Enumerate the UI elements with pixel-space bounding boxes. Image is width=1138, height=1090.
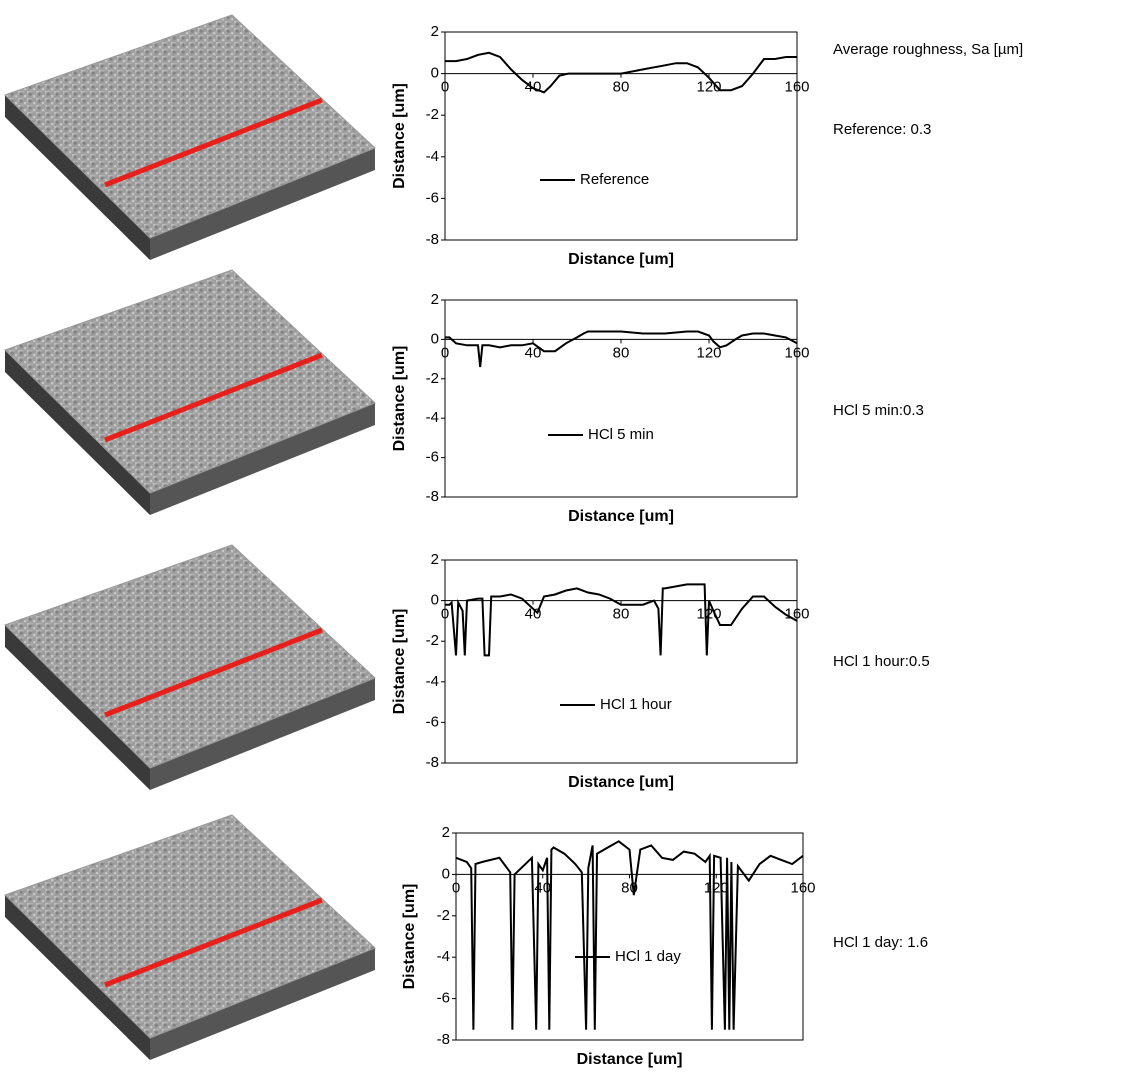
- profile-line: [104, 897, 323, 988]
- plot-frame: [455, 832, 804, 1041]
- x-tick-label: 160: [784, 344, 809, 361]
- x-tick-label: 0: [441, 344, 449, 361]
- y-axis-title: Distance [um]: [401, 884, 418, 990]
- y-tick-label: 0: [442, 865, 450, 882]
- y-axis-title: Distance [um]: [391, 609, 408, 715]
- x-tick-label: 120: [704, 879, 729, 896]
- surface-side: [5, 350, 150, 515]
- legend-label: HCl 5 min: [588, 426, 654, 443]
- x-tick-label: 120: [696, 344, 721, 361]
- surface-side: [150, 403, 375, 515]
- profile-series: [445, 583, 798, 657]
- surface-top: [4, 814, 376, 1039]
- x-tick-label: 40: [525, 606, 542, 623]
- x-axis-title: Distance [um]: [568, 251, 674, 268]
- surface-side: [5, 895, 150, 1060]
- roughness-value: HCl 5 min:0.3: [833, 402, 924, 419]
- profile-series: [445, 330, 798, 368]
- y-axis-title: Distance [um]: [391, 83, 408, 189]
- y-tick-label: -2: [437, 907, 450, 924]
- x-axis-title: Distance [um]: [568, 774, 674, 791]
- x-axis-title: Distance [um]: [577, 1051, 683, 1068]
- y-tick-label: 0: [431, 65, 439, 82]
- y-tick-label: -4: [426, 148, 439, 165]
- legend-label: Reference: [580, 171, 649, 188]
- y-tick-label: -4: [437, 948, 450, 965]
- y-tick-label: -6: [426, 449, 439, 466]
- y-tick-label: -2: [426, 370, 439, 387]
- surface-top: [4, 14, 376, 239]
- y-axis-title: Distance [um]: [391, 346, 408, 452]
- profile-series: [445, 51, 797, 94]
- x-tick-label: 120: [696, 79, 721, 96]
- x-tick-label: 80: [613, 344, 630, 361]
- y-tick-label: 0: [431, 592, 439, 609]
- legend-label: HCl 1 hour: [600, 696, 672, 713]
- x-tick-label: 40: [534, 879, 551, 896]
- roughness-value: HCl 1 day: 1.6: [833, 934, 928, 951]
- roughness-value: HCl 1 hour:0.5: [833, 653, 930, 670]
- surface-side: [5, 625, 150, 790]
- y-tick-label: -8: [426, 488, 439, 505]
- surface-top: [4, 269, 376, 494]
- y-tick-label: 2: [431, 551, 439, 568]
- y-tick-label: -6: [437, 990, 450, 1007]
- plot-frame: [444, 31, 798, 241]
- profile-line: [104, 627, 323, 718]
- y-tick-label: -8: [426, 754, 439, 771]
- plot-frame: [444, 299, 798, 498]
- y-tick-label: -2: [426, 632, 439, 649]
- profile-line: [104, 97, 323, 188]
- x-tick-label: 80: [613, 606, 630, 623]
- profile-line: [104, 352, 323, 443]
- y-tick-label: 2: [431, 291, 439, 308]
- legend-label: HCl 1 day: [615, 948, 681, 965]
- surface-side: [150, 148, 375, 260]
- x-tick-label: 160: [784, 79, 809, 96]
- x-tick-label: 0: [441, 79, 449, 96]
- surface-top: [4, 544, 376, 769]
- x-tick-label: 160: [790, 879, 815, 896]
- x-tick-label: 40: [525, 344, 542, 361]
- y-tick-label: 2: [442, 824, 450, 841]
- roughness-value: Reference: 0.3: [833, 121, 931, 138]
- x-tick-label: 80: [613, 79, 630, 96]
- profile-series: [455, 840, 804, 1030]
- x-axis-title: Distance [um]: [568, 508, 674, 525]
- surface-side: [150, 678, 375, 790]
- x-tick-label: 0: [441, 606, 449, 623]
- roughness-heading: Average roughness, Sa [µm]: [833, 41, 1023, 58]
- y-tick-label: -8: [426, 231, 439, 248]
- y-tick-label: 0: [431, 330, 439, 347]
- y-tick-label: -2: [426, 106, 439, 123]
- surface-side: [5, 95, 150, 260]
- plot-frame: [444, 559, 798, 764]
- y-tick-label: -6: [426, 189, 439, 206]
- surface-side: [150, 948, 375, 1060]
- y-tick-label: -4: [426, 409, 439, 426]
- x-tick-label: 0: [452, 879, 460, 896]
- y-tick-label: -8: [437, 1031, 450, 1048]
- y-tick-label: 2: [431, 23, 439, 40]
- y-tick-label: -4: [426, 673, 439, 690]
- y-tick-label: -6: [426, 713, 439, 730]
